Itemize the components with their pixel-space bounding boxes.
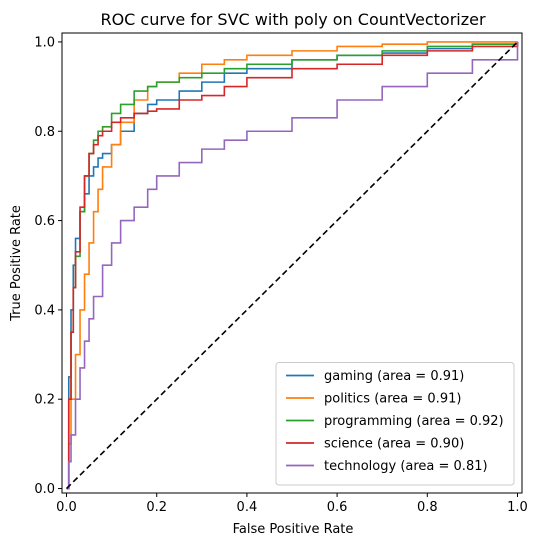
y-tick-label-1: 0.2 (34, 393, 55, 408)
plot-frame (61, 32, 523, 494)
x-tick-label-3: 0.6 (327, 500, 348, 515)
plot-series-group (65, 41, 519, 490)
y-tick-label-2: 0.4 (34, 303, 55, 318)
legend-box (275, 362, 515, 486)
chart-title: ROC curve for SVC with poly on CountVect… (100, 10, 486, 29)
x-tick-label-1: 0.2 (146, 500, 167, 515)
plot-area (65, 41, 519, 490)
series-line-3 (66, 41, 519, 490)
legend-label-0: gaming (area = 0.91) (324, 369, 464, 384)
x-tick-label-5: 1.0 (507, 500, 528, 515)
legend-label-3: science (area = 0.90) (324, 437, 464, 452)
y-tick-label-5: 1.0 (34, 35, 55, 50)
y-tick-label-3: 0.6 (34, 214, 55, 229)
y-tick-label-0: 0.0 (34, 482, 55, 497)
x-tick-label-0: 0.0 (56, 500, 77, 515)
x-tick-label-2: 0.4 (237, 500, 258, 515)
x-tick-label-4: 0.8 (417, 500, 438, 515)
legend-label-2: programming (area = 0.92) (324, 414, 504, 429)
legend-label-4: technology (area = 0.81) (324, 459, 488, 474)
series-line-2 (66, 41, 519, 490)
y-tick-label-4: 0.8 (34, 125, 55, 140)
x-axis-label: False Positive Rate (233, 522, 354, 537)
diagonal-line (65, 41, 519, 490)
series-line-4 (66, 41, 519, 490)
y-axis-label: True Positive Rate (9, 205, 24, 322)
legend: gaming (area = 0.91) politics (area = 0.9… (275, 362, 515, 486)
series-line-1 (66, 41, 518, 490)
axes: 0.0 0.2 0.4 0.6 0.8 1.0 0.0 0.2 0.4 0.6 0.8 1.0 (34, 32, 528, 515)
legend-label-1: politics (area = 0.91) (324, 392, 461, 407)
